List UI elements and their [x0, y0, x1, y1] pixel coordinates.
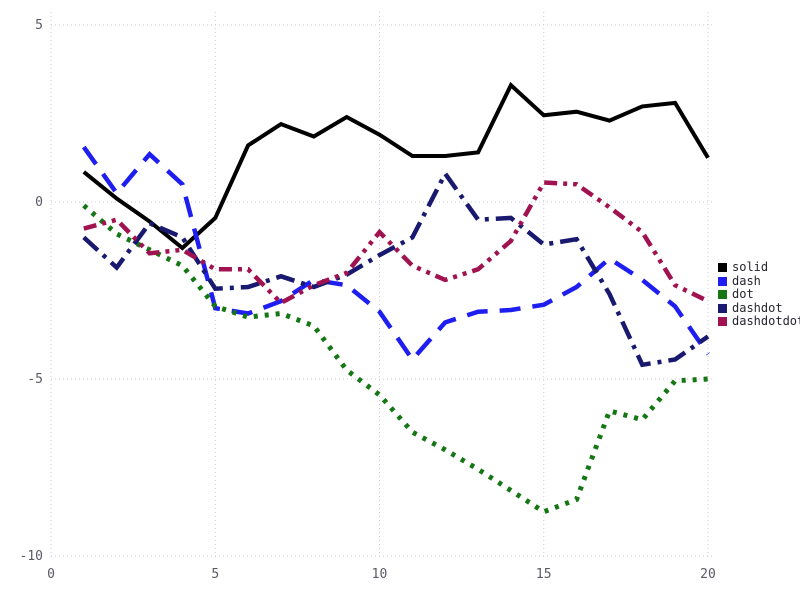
- chart-legend: solid dash dot dashdot dashdotdot: [718, 260, 800, 329]
- x-tick-label-10: 10: [372, 567, 388, 582]
- legend-label-dashdot: dashdot: [732, 300, 783, 315]
- legend-swatch-dash: [718, 276, 727, 286]
- series-line-solid: [82, 81, 710, 251]
- x-tick-label-20: 20: [700, 567, 716, 582]
- x-tick-label-0: 0: [47, 567, 55, 582]
- x-tick-label-5: 5: [211, 567, 219, 582]
- y-tick-label--10: -10: [20, 549, 43, 564]
- y-tick-label-0: 0: [35, 195, 43, 210]
- series-line-dot: [82, 203, 709, 515]
- y-tick-label--5: -5: [27, 372, 43, 387]
- legend-swatch-dashdotdot: [718, 317, 727, 327]
- legend-item-dashdot: dashdot: [718, 300, 800, 315]
- legend-item-dot: dot: [718, 287, 800, 302]
- y-tick-label-5: 5: [35, 18, 43, 33]
- legend-label-solid: solid: [732, 260, 769, 275]
- legend-label-dashdotdot: dashdotdot: [732, 314, 800, 329]
- legend-item-solid: solid: [718, 260, 800, 275]
- legend-item-dashdotdot: dashdotdot: [718, 314, 800, 329]
- legend-swatch-dashdot: [718, 303, 727, 313]
- legend-swatch-solid: [718, 263, 727, 273]
- legend-label-dash: dash: [732, 273, 761, 288]
- legend-label-dot: dot: [732, 287, 754, 302]
- series-line-dashdotdot: [83, 180, 709, 306]
- series-line-dash: [81, 145, 710, 364]
- legend-item-dash: dash: [718, 273, 800, 288]
- x-tick-label-15: 15: [536, 567, 552, 582]
- legend-swatch-dot: [718, 290, 727, 300]
